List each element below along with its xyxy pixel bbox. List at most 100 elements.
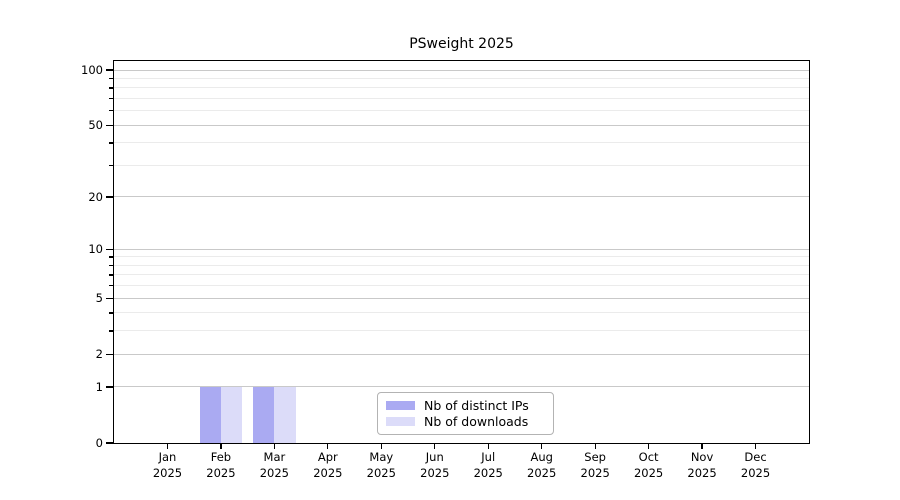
y-minor-tick-mark-90	[109, 77, 113, 80]
x-tick-label-mar: Mar 2025	[242, 449, 306, 481]
y-minor-tick-mark-9	[109, 256, 113, 258]
y-tick-mark-50	[106, 124, 113, 126]
x-tick-label-jan: Jan 2025	[135, 449, 199, 481]
x-tick-year: 2025	[740, 466, 771, 480]
x-tick-mark-apr	[327, 444, 329, 449]
y-minor-tick-mark-70	[109, 97, 113, 100]
y-tick-mark-0	[106, 442, 113, 444]
x-tick-month: May	[369, 450, 394, 464]
x-tick-label-jul: Jul 2025	[456, 449, 520, 481]
x-tick-month: Nov	[690, 450, 714, 464]
x-tick-label-apr: Apr 2025	[296, 449, 360, 481]
legend-item-downloads: Nb of downloads	[386, 414, 545, 430]
y-minor-tick-mark-40	[109, 142, 113, 144]
bar-nb-of-downloads-feb	[220, 386, 243, 443]
x-tick-label-sep: Sep 2025	[563, 449, 627, 481]
y-minor-tick-mark-8	[109, 264, 113, 267]
legend-swatch-distinct-ips-icon	[386, 400, 415, 410]
x-tick-label-may: May 2025	[349, 449, 413, 481]
y-minor-tick-mark-30	[109, 164, 113, 167]
x-tick-year: 2025	[206, 466, 236, 480]
x-tick-month: Mar	[263, 450, 286, 464]
x-tick-year: 2025	[580, 466, 610, 480]
x-tick-month: Jul	[481, 450, 496, 464]
x-tick-year: 2025	[152, 466, 183, 480]
minor-gridline-70	[114, 98, 809, 99]
x-tick-label-oct: Oct 2025	[617, 449, 681, 481]
x-tick-label-jun: Jun 2025	[403, 449, 467, 481]
x-tick-year: 2025	[420, 466, 450, 480]
y-minor-tick-mark-80	[109, 87, 113, 89]
legend: Nb of distinct IPs Nb of downloads	[377, 392, 554, 435]
x-tick-mark-oct	[648, 444, 650, 449]
bar-nb-of-downloads-mar	[274, 386, 296, 443]
x-tick-mark-jul	[487, 444, 489, 449]
x-tick-year: 2025	[633, 466, 664, 480]
minor-gridline-7	[114, 274, 809, 276]
y-minor-tick-mark-7	[109, 274, 113, 276]
x-tick-mark-sep	[594, 444, 596, 449]
x-tick-label-aug: Aug 2025	[510, 449, 574, 481]
minor-gridline-80	[114, 87, 809, 89]
y-tick-mark-10	[106, 248, 113, 250]
y-minor-tick-mark-4	[109, 312, 113, 314]
legend-swatch-downloads-icon	[386, 417, 415, 427]
x-tick-month: Dec	[744, 450, 767, 464]
minor-gridline-9	[114, 256, 809, 258]
minor-gridline-30	[114, 164, 809, 166]
x-tick-year: 2025	[259, 466, 290, 480]
major-gridline-20	[114, 196, 809, 198]
x-tick-month: Jun	[425, 450, 444, 464]
major-gridline-2	[114, 353, 809, 355]
minor-gridline-4	[114, 312, 809, 314]
x-tick-month: Aug	[530, 450, 553, 464]
x-tick-label-nov: Nov 2025	[670, 449, 734, 481]
x-tick-month: Apr	[317, 450, 338, 464]
y-tick-label-1: 1	[95, 379, 103, 394]
x-tick-month: Sep	[584, 450, 606, 464]
y-tick-mark-100	[106, 69, 113, 71]
minor-gridline-8	[114, 264, 809, 266]
y-minor-tick-mark-60	[109, 110, 113, 112]
y-tick-mark-20	[106, 196, 113, 198]
y-tick-label-5: 5	[95, 291, 103, 306]
x-tick-year: 2025	[527, 466, 557, 480]
minor-gridline-3	[114, 330, 809, 332]
plot-area: Nb of distinct IPs Nb of downloads	[113, 60, 810, 444]
minor-gridline-40	[114, 142, 809, 144]
y-tick-mark-1	[106, 386, 113, 388]
major-gridline-1	[114, 386, 809, 388]
major-gridline-10	[114, 248, 809, 250]
y-tick-label-20: 20	[88, 189, 103, 204]
bar-nb-of-distinct-ips-feb	[199, 386, 221, 443]
x-tick-mark-mar	[273, 444, 275, 449]
x-tick-mark-nov	[701, 444, 703, 449]
minor-gridline-6	[114, 285, 809, 287]
legend-item-distinct-ips: Nb of distinct IPs	[386, 397, 545, 413]
x-tick-year: 2025	[366, 466, 396, 480]
minor-gridline-90	[114, 77, 809, 79]
x-tick-year: 2025	[473, 466, 503, 480]
major-gridline-50	[114, 124, 809, 126]
y-tick-label-100: 100	[81, 63, 103, 77]
x-tick-year: 2025	[313, 466, 343, 480]
y-tick-mark-5	[106, 297, 113, 299]
x-tick-month: Jan	[158, 450, 177, 464]
y-minor-tick-mark-6	[109, 285, 113, 287]
x-tick-mark-feb	[220, 444, 222, 449]
x-tick-mark-may	[380, 444, 382, 449]
legend-label-distinct-ips: Nb of distinct IPs	[424, 397, 529, 413]
minor-gridline-60	[114, 110, 809, 112]
y-tick-label-10: 10	[88, 242, 103, 257]
chart-title: PSweight 2025	[409, 36, 514, 52]
x-tick-label-dec: Dec 2025	[724, 449, 788, 481]
y-tick-label-2: 2	[95, 347, 103, 362]
x-tick-label-feb: Feb 2025	[189, 449, 253, 481]
x-tick-mark-jan	[166, 444, 169, 449]
legend-label-downloads: Nb of downloads	[424, 414, 529, 430]
x-tick-mark-dec	[754, 444, 757, 449]
y-tick-mark-2	[106, 353, 113, 355]
bar-nb-of-distinct-ips-mar	[253, 386, 275, 443]
x-tick-month: Feb	[210, 450, 232, 464]
